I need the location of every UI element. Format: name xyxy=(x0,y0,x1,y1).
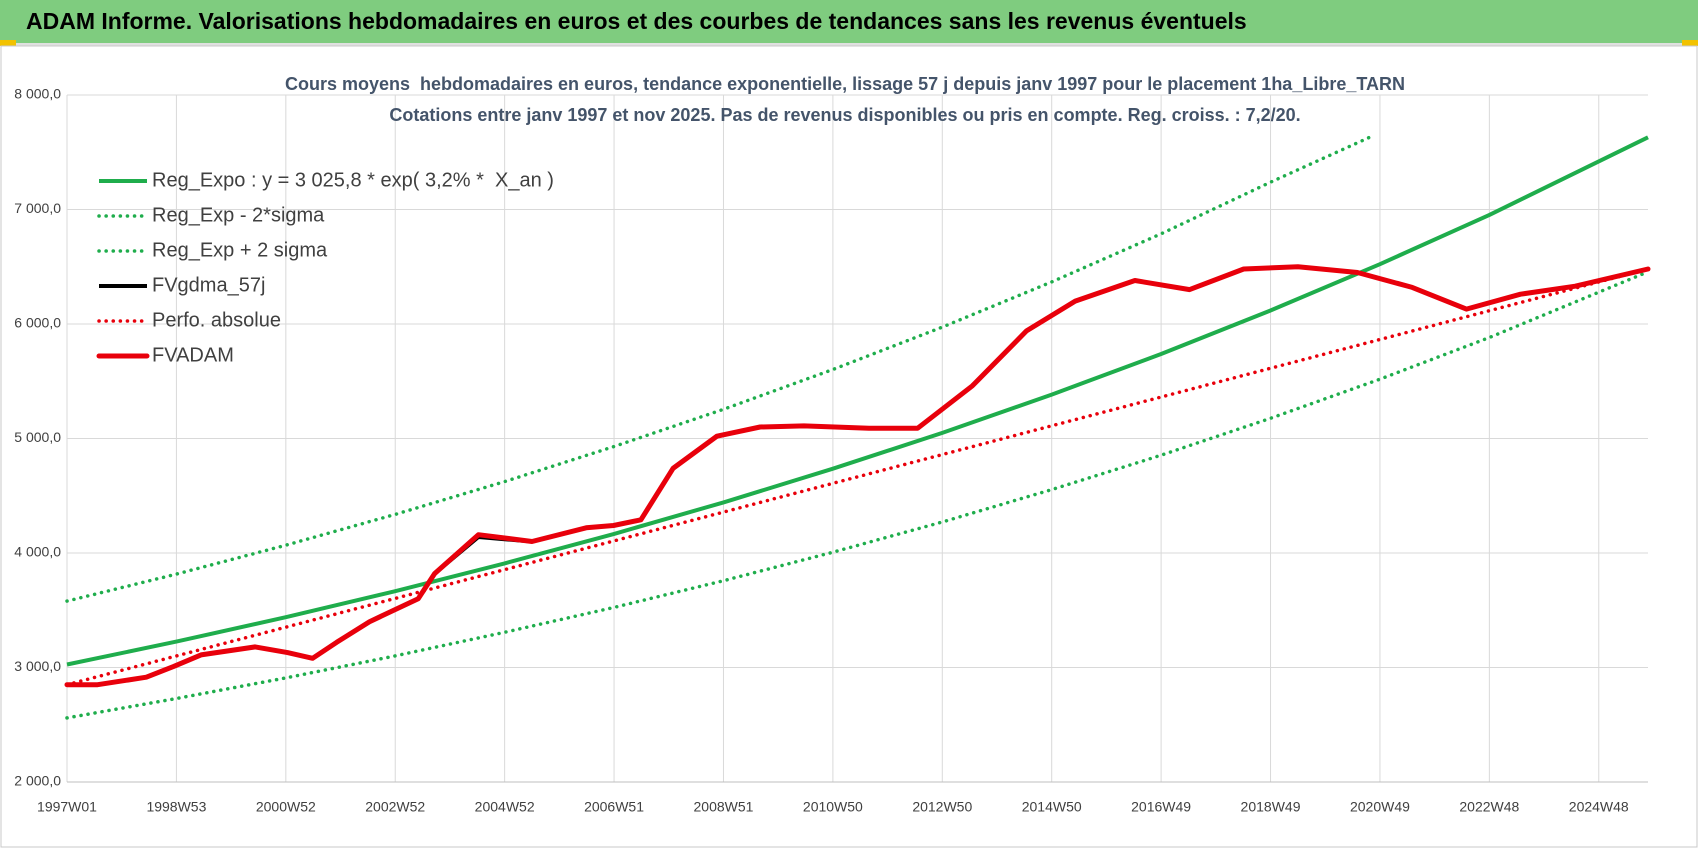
series-line xyxy=(65,270,1650,720)
y-tick-label: 4 000,0 xyxy=(14,544,61,560)
y-tick-label: 8 000,0 xyxy=(14,86,61,102)
legend-label: FVADAM xyxy=(152,344,234,366)
x-tick-label: 2018W49 xyxy=(1241,799,1301,815)
x-tick-label: 2024W48 xyxy=(1569,799,1629,815)
header-bar xyxy=(0,0,1698,43)
chart-subtitle: Cotations entre janv 1997 et nov 2025. P… xyxy=(389,105,1300,125)
x-tick-label: 2002W52 xyxy=(365,799,425,815)
y-tick-label: 7 000,0 xyxy=(14,200,61,216)
header-shadow xyxy=(0,43,1698,46)
x-tick-label: 2008W51 xyxy=(694,799,754,815)
x-tick-label: 2000W52 xyxy=(256,799,316,815)
y-tick-label: 3 000,0 xyxy=(14,658,61,674)
corner xyxy=(0,40,16,46)
header-title: ADAM Informe. Valorisations hebdomadaire… xyxy=(26,8,1247,34)
x-tick-label: 2010W50 xyxy=(803,799,863,815)
x-tick-label: 2014W50 xyxy=(1022,799,1082,815)
x-tick-label: 2022W48 xyxy=(1459,799,1519,815)
y-tick-label: 5 000,0 xyxy=(14,429,61,445)
corner xyxy=(1682,40,1698,46)
x-tick-label: 2016W49 xyxy=(1131,799,1191,815)
legend-label: FVgdma_57j xyxy=(152,274,265,296)
x-tick-label: 1997W01 xyxy=(37,799,97,815)
series-line xyxy=(65,133,1377,603)
x-tick-label: 2006W51 xyxy=(584,799,644,815)
legend-label: Reg_Expo : y = 3 025,8 * exp( 3,2% * X_a… xyxy=(152,169,554,191)
x-tick-label: 1998W53 xyxy=(146,799,206,815)
legend-label: Perfo. absolue xyxy=(152,309,281,331)
frame xyxy=(0,45,1698,848)
x-tick-label: 2020W49 xyxy=(1350,799,1410,815)
series-line xyxy=(64,264,1651,688)
plot xyxy=(64,94,1651,783)
legend-label: Reg_Exp + 2 sigma xyxy=(152,239,328,261)
legend-label: Reg_Exp - 2*sigma xyxy=(152,204,325,226)
y-tick-label: 6 000,0 xyxy=(14,315,61,331)
x-tick-label: 2012W50 xyxy=(912,799,972,815)
x-tick-label: 2004W52 xyxy=(475,799,535,815)
chart-title: Cours moyens hebdomadaires en euros, ten… xyxy=(285,74,1405,94)
series-line xyxy=(65,267,1650,687)
y-tick-label: 2 000,0 xyxy=(14,773,61,789)
series-line xyxy=(66,135,1649,667)
